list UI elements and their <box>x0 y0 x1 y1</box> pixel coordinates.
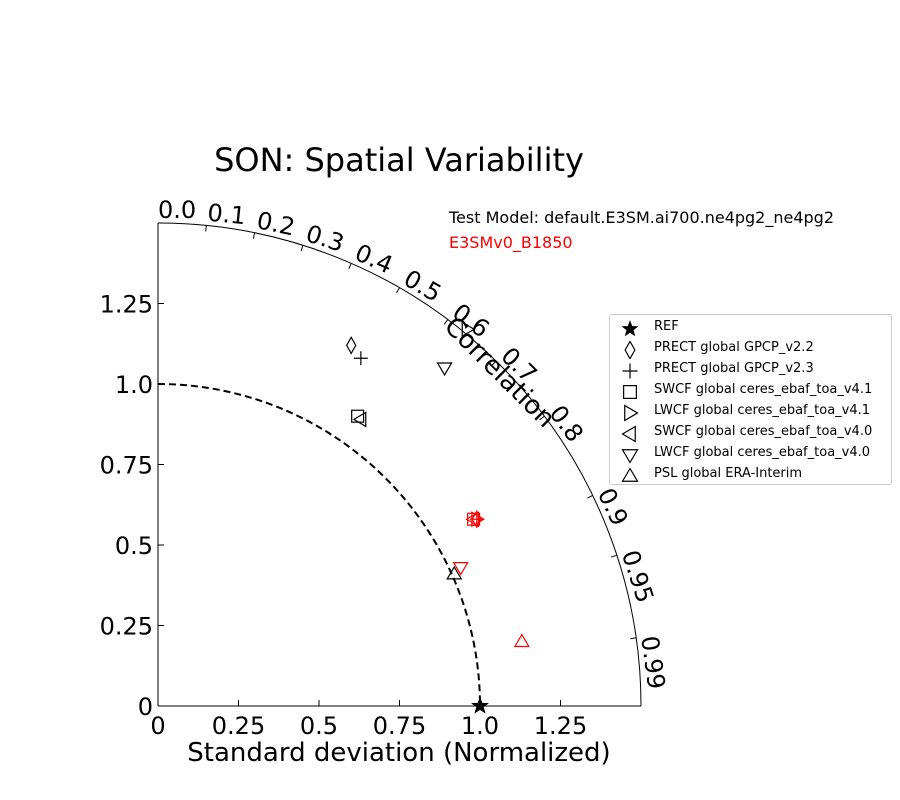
correlation-tick-label: 0.2 <box>254 206 297 241</box>
correlation-tick-mark <box>630 637 637 640</box>
legend-marker-shape <box>621 467 639 482</box>
y-tick-label: 1.25 <box>100 291 153 319</box>
legend-label: PSL global ERA-Interim <box>654 466 803 481</box>
model-label-test: Test Model: default.E3SM.ai700.ne4pg2_ne… <box>448 208 834 228</box>
legend-label: PRECT global GPCP_v2.2 <box>654 340 814 355</box>
legend-marker <box>621 425 636 443</box>
legend-marker <box>624 404 639 422</box>
correlation-ticks: 0.0 0.1 0.2 0.30.40.50.60.70.80.90.950.99 <box>157 196 670 691</box>
data-point <box>352 411 367 428</box>
legend-marker-shape <box>624 341 636 359</box>
x-tick-label: 1.25 <box>534 712 587 740</box>
legend-label: SWCF global ceres_ebaf_toa_v4.1 <box>654 382 873 397</box>
outer-std-arc <box>157 222 642 707</box>
correlation-tick-mark <box>348 263 352 270</box>
data-points <box>345 321 530 714</box>
y-tick-label: 0 <box>138 693 153 721</box>
legend-marker-shape <box>623 385 637 399</box>
plot-axes <box>157 222 642 707</box>
legend-marker <box>624 341 636 359</box>
correlation-tick-label: 0.5 <box>399 264 446 307</box>
correlation-tick-label: 0.9 <box>592 484 634 531</box>
correlation-tick-label: 0.3 <box>303 219 348 257</box>
x-axis-label: Standard deviation (Normalized) <box>187 738 610 768</box>
data-point <box>513 633 530 648</box>
legend-item: SWCF global ceres_ebaf_toa_v4.1 <box>610 381 891 402</box>
chart-title: SON: Spatial Variability <box>214 141 584 179</box>
legend-marker <box>622 363 638 379</box>
data-point <box>353 351 368 366</box>
x-axis-ticks: 0 0.25 0.5 0.75 1.0 1.25 <box>150 700 587 740</box>
correlation-tick-mark <box>396 287 400 294</box>
model-label-reference: E3SMv0_B1850 <box>449 233 573 253</box>
correlation-tick-mark <box>587 495 593 499</box>
legend-marker <box>621 320 639 337</box>
legend-item: LWCF global ceres_ebaf_toa_v4.0 <box>610 444 891 465</box>
correlation-tick-label: 0.95 <box>616 547 659 607</box>
legend-marker-shape <box>621 425 636 443</box>
x-tick-label: 0.75 <box>373 712 426 740</box>
legend-marker <box>623 385 637 399</box>
reference-point <box>471 696 489 714</box>
x-tick-label: 0 <box>150 712 165 740</box>
legend-item: LWCF global ceres_ebaf_toa_v4.1 <box>610 402 891 423</box>
legend-label: LWCF global ceres_ebaf_toa_v4.0 <box>654 445 871 460</box>
y-tick-label: 1.0 <box>115 371 153 399</box>
correlation-tick-mark <box>491 360 497 366</box>
legend-marker-shape <box>621 320 639 337</box>
correlation-tick-mark <box>443 319 449 325</box>
correlation-tick-mark <box>252 232 256 239</box>
legend-item: REF <box>610 318 891 339</box>
legend-item: SWCF global ceres_ebaf_toa_v4.0 <box>610 423 891 444</box>
x-tick-label: 1.0 <box>461 712 499 740</box>
y-axis-ticks: 0 0.25 0.5 0.75 1.0 1.25 <box>100 291 164 721</box>
correlation-tick-label: 0.4 <box>351 239 397 280</box>
y-tick-label: 0.75 <box>100 452 153 480</box>
correlation-tick-mark <box>610 554 618 558</box>
legend: REF PRECT global GPCP_v2.2 PRECT global GP… <box>609 314 892 485</box>
correlation-axis-label: Correlation <box>438 311 561 434</box>
correlation-tick-mark <box>205 225 207 232</box>
data-point <box>351 409 365 423</box>
data-point <box>446 565 463 580</box>
reference-std-arc <box>157 383 481 707</box>
x-tick-label: 0.25 <box>212 712 265 740</box>
correlation-tick-mark <box>300 245 304 252</box>
legend-label: SWCF global ceres_ebaf_toa_v4.0 <box>654 424 873 439</box>
legend-item: PRECT global GPCP_v2.2 <box>610 339 891 360</box>
x-tick-label: 0.5 <box>300 712 338 740</box>
data-point <box>461 321 476 338</box>
legend-marker-shape <box>621 449 639 464</box>
correlation-tick-label: 0.0 <box>158 196 196 224</box>
data-point <box>436 362 453 377</box>
y-tick-label: 0.5 <box>115 532 153 560</box>
legend-item: PRECT global GPCP_v2.3 <box>610 360 891 381</box>
legend-label: PRECT global GPCP_v2.3 <box>654 361 814 376</box>
data-point <box>471 511 485 528</box>
data-point <box>452 562 469 576</box>
legend-marker-shape <box>624 404 639 422</box>
legend-marker-shape <box>622 363 638 379</box>
data-point <box>345 336 357 355</box>
correlation-tick-mark <box>539 415 545 421</box>
correlation-tick-label: 0.1 <box>206 199 247 231</box>
legend-marker <box>621 467 639 482</box>
y-tick-label: 0.25 <box>100 613 153 641</box>
legend-label: REF <box>654 319 679 334</box>
legend-item: PSL global ERA-Interim <box>610 465 891 486</box>
data-point <box>465 511 480 528</box>
legend-marker <box>621 449 639 464</box>
legend-label: LWCF global ceres_ebaf_toa_v4.1 <box>654 403 871 418</box>
